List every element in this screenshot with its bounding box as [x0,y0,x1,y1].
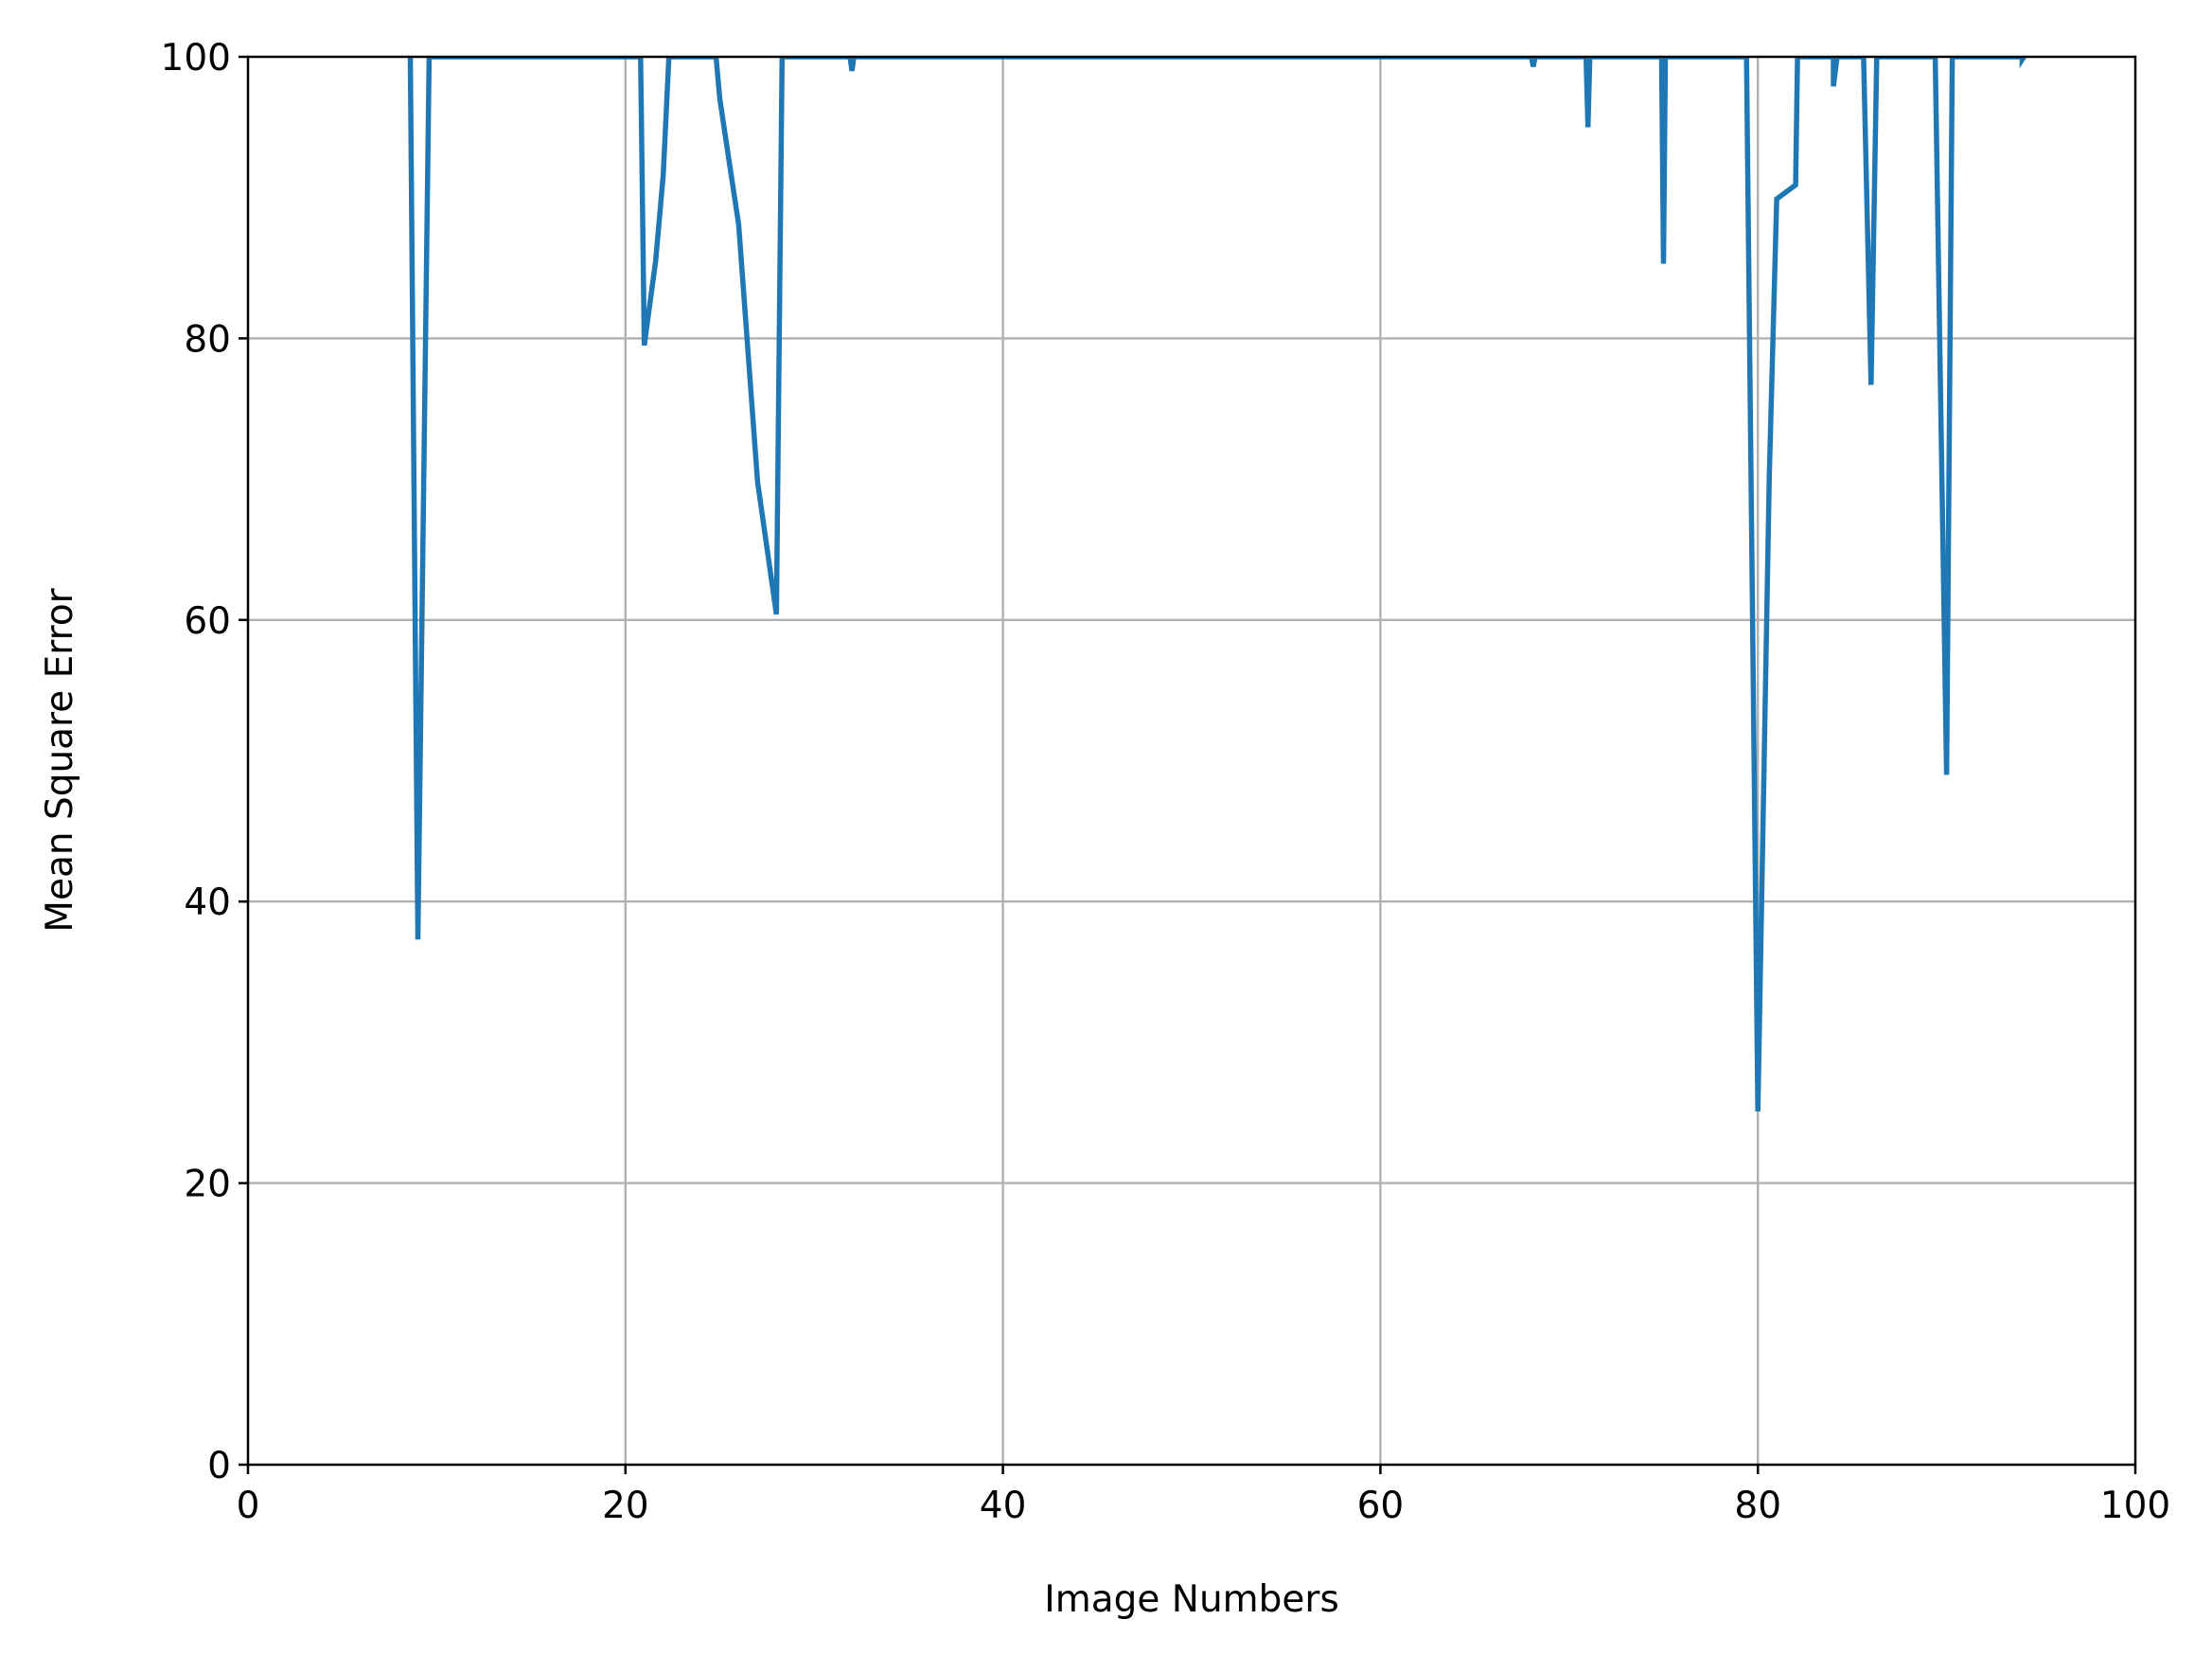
plot-frame [246,55,2137,1467]
x-tick-label: 60 [1357,1485,1405,1527]
y-tick-label: 0 [207,1445,231,1487]
x-tick-label: 80 [1734,1485,1781,1527]
y-tick-label: 20 [184,1164,231,1206]
y-tick-label: 60 [184,600,231,643]
plot-area [248,57,2135,1465]
series-layer [407,57,2026,1112]
tick-layer: 0 20 40 60 80 100 0 20 40 60 80 100 [161,37,2171,1527]
x-tick-label: 0 [237,1485,260,1527]
y-tick-label: 40 [184,881,231,924]
grid-lines [248,57,2135,1465]
y-tick-label: 100 [161,37,231,80]
y-tick-label: 80 [184,318,231,361]
x-tick-label: 20 [602,1485,649,1527]
y-axis-label: Mean Square Error [39,587,81,932]
series-line-1 [407,57,2026,1112]
x-tick-label: 100 [2100,1485,2170,1527]
x-axis-label: Image Numbers [1044,1578,1339,1621]
x-tick-label: 40 [980,1485,1027,1527]
